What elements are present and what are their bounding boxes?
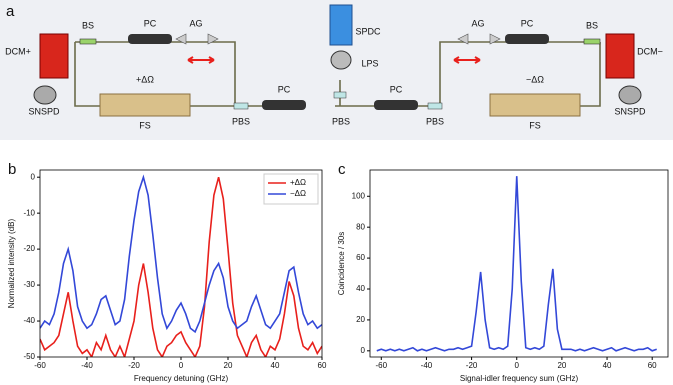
diagram-label: LPS [361, 58, 378, 68]
diagram-label: SNSPD [28, 106, 60, 116]
diagram-label: BS [82, 20, 94, 30]
x-tick-label: 60 [648, 361, 657, 370]
y-axis-label: Coincidence / 30s [337, 232, 346, 296]
diagram-label: PBS [232, 116, 250, 126]
air-gap [489, 33, 501, 45]
diagram-label: PC [390, 84, 403, 94]
series-line [376, 176, 657, 352]
diagram-label: PC [521, 18, 534, 28]
fiber-stretcher [489, 93, 581, 117]
diagram-label: BS [586, 20, 598, 30]
x-tick-label: 20 [557, 361, 566, 370]
y-tick-label: -50 [23, 352, 35, 361]
x-tick-label: -20 [466, 361, 478, 370]
diagram-label: DCM− [637, 46, 663, 56]
y-tick-label: 20 [356, 315, 365, 324]
air-gap [175, 33, 187, 45]
y-tick-label: 0 [361, 346, 366, 355]
x-tick-label: -20 [128, 361, 140, 370]
x-tick-label: -40 [421, 361, 433, 370]
diagram-label: DCM+ [5, 46, 31, 56]
y-axis-label: Normalized intensity (dB) [7, 218, 16, 308]
diagram-art [0, 0, 673, 140]
diagram-label: −ΔΩ [526, 74, 544, 84]
diagram-label: PC [144, 18, 157, 28]
x-tick-label: 20 [224, 361, 233, 370]
y-tick-label: 80 [356, 222, 365, 231]
panel-label: b [8, 161, 16, 178]
legend-box [263, 173, 319, 205]
beam-splitter [583, 38, 601, 45]
polarization-controller [262, 100, 306, 110]
x-tick-label: 0 [179, 361, 184, 370]
y-tick-label: 40 [356, 284, 365, 293]
diagram-label: PBS [426, 116, 444, 126]
x-tick-label: 0 [515, 361, 520, 370]
diagram-label: SPDC [355, 26, 381, 36]
y-tick-label: -20 [23, 244, 35, 253]
diagram-label: AG [189, 18, 202, 28]
x-tick-label: 40 [271, 361, 280, 370]
lps [330, 50, 352, 70]
axes-frame [369, 169, 669, 358]
spdc-box [329, 4, 353, 46]
panel-label: a [6, 3, 15, 20]
x-tick-label: 60 [318, 361, 327, 370]
x-tick-label: 40 [603, 361, 612, 370]
air-gap [457, 33, 469, 45]
dcm [39, 33, 69, 79]
panel-label: c [338, 161, 346, 178]
y-tick-label: 100 [352, 191, 366, 200]
fiber-stretcher [99, 93, 191, 117]
diagram-label: FS [529, 120, 541, 130]
y-tick-label: -30 [23, 280, 35, 289]
pbs [333, 91, 347, 99]
diagram-label: PC [278, 84, 291, 94]
diagram-label: AG [471, 18, 484, 28]
series-line [40, 176, 322, 357]
dcm [605, 33, 635, 79]
y-tick-label: -10 [23, 208, 35, 217]
polarization-controller [128, 34, 172, 44]
diagram-label: FS [139, 120, 151, 130]
y-tick-label: -40 [23, 316, 35, 325]
air-gap [207, 33, 219, 45]
beam-splitter [79, 38, 97, 45]
pbs [233, 102, 249, 110]
arrow [453, 56, 481, 64]
x-axis-label: Frequency detuning (GHz) [134, 374, 229, 383]
polarization-controller [374, 100, 418, 110]
pbs [427, 102, 443, 110]
y-tick-label: 0 [31, 172, 36, 181]
y-tick-label: 60 [356, 253, 365, 262]
arrow [187, 56, 215, 64]
polarization-controller [505, 34, 549, 44]
axes-frame [39, 169, 323, 358]
detector [33, 85, 57, 105]
legend-label: +ΔΩ [290, 178, 306, 187]
legend-label: −ΔΩ [290, 189, 306, 198]
x-axis-label: Signal-idler frequency sum (GHz) [460, 374, 579, 383]
diagram-label: +ΔΩ [136, 74, 154, 84]
x-tick-label: -60 [34, 361, 46, 370]
series-line [40, 174, 322, 334]
x-tick-label: -40 [81, 361, 93, 370]
x-tick-label: -60 [376, 361, 388, 370]
diagram-label: PBS [332, 116, 350, 126]
diagram-label: SNSPD [614, 106, 646, 116]
detector [618, 85, 642, 105]
